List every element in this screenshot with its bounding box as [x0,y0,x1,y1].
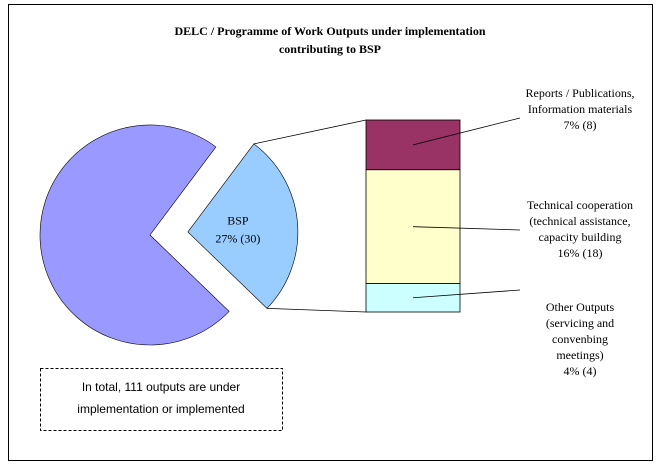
segment-label: Technical cooperation [527,198,633,212]
segment-label: meetings) [556,348,603,362]
segment-value-label: 16% (18) [558,246,603,260]
annotation: implementation or implemented [77,402,244,416]
chart-title: DELC / Programme of Work Outputs under i… [174,24,485,38]
connector [266,307,367,313]
leader-line [412,289,521,299]
connector [253,119,367,145]
segment-value-label: 7% (8) [564,118,597,132]
chart-title: contributing to BSP [279,42,381,56]
segment-value-label: 4% (4) [564,364,597,378]
annotation-box [40,368,283,431]
annotation: In total, 111 outputs are under [82,380,240,394]
leader-line [412,117,521,146]
pie-slice [187,143,299,309]
leader-line [412,226,521,231]
segment-label: (technical assistance, [529,214,630,228]
segment-label: convenbing [552,332,608,346]
segment-label: Other Outputs [546,300,615,314]
segment-label: capacity building [539,230,622,244]
segment-label: Reports / Publications, [526,86,635,100]
segment-label: (servicing and [546,316,614,330]
slice-value-label: 27% (30) [215,232,260,246]
segment-label: Information materials [528,102,633,116]
bar-segment [365,169,461,284]
chart-border [8,4,653,461]
pie-slice [39,124,230,346]
slice-label: BSP [227,214,249,228]
